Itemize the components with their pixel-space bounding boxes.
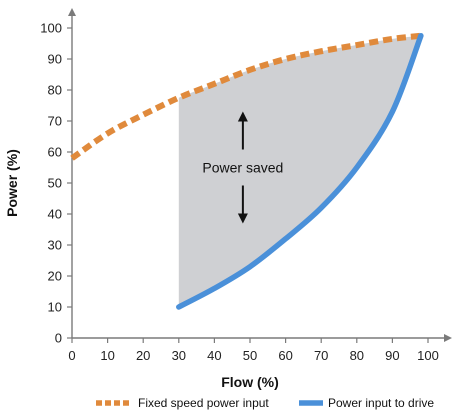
x-tick-label: 60 bbox=[278, 348, 292, 363]
power-saved-label: Power saved bbox=[202, 160, 283, 176]
y-tick-label: 0 bbox=[55, 331, 62, 346]
x-tick-label: 10 bbox=[100, 348, 114, 363]
y-tick-label: 40 bbox=[48, 207, 62, 222]
x-tick-label: 50 bbox=[243, 348, 257, 363]
x-axis-title: Flow (%) bbox=[221, 374, 279, 390]
y-axis-title: Power (%) bbox=[4, 149, 20, 217]
x-axis-arrow bbox=[444, 334, 452, 342]
x-tick-label: 70 bbox=[314, 348, 328, 363]
series-line-fixed-speed bbox=[70, 32, 422, 161]
y-tick-label: 20 bbox=[48, 269, 62, 284]
y-tick-label: 80 bbox=[48, 83, 62, 98]
power-saved-region bbox=[178, 35, 421, 307]
x-tick-label: 100 bbox=[417, 348, 439, 363]
legend-label-drive: Power input to drive bbox=[328, 396, 434, 410]
x-tick-label: 90 bbox=[385, 348, 399, 363]
x-tick-label: 20 bbox=[136, 348, 150, 363]
y-tick-label: 70 bbox=[48, 114, 62, 129]
x-tick-label: 0 bbox=[68, 348, 75, 363]
y-tick-label: 30 bbox=[48, 238, 62, 253]
y-tick-label: 60 bbox=[48, 145, 62, 160]
y-tick-label: 50 bbox=[48, 176, 62, 191]
y-axis-arrow bbox=[68, 8, 76, 16]
y-tick-label: 10 bbox=[48, 300, 62, 315]
down-arrow-icon bbox=[237, 213, 248, 224]
x-tick-label: 40 bbox=[207, 348, 221, 363]
x-tick-label: 30 bbox=[172, 348, 186, 363]
y-tick-label: 90 bbox=[48, 52, 62, 67]
up-arrow-icon bbox=[237, 111, 248, 122]
y-tick-label: 100 bbox=[40, 21, 62, 36]
series-line-drive bbox=[176, 33, 424, 310]
legend-label-fixed-speed: Fixed speed power input bbox=[138, 396, 269, 410]
x-tick-label: 80 bbox=[350, 348, 364, 363]
